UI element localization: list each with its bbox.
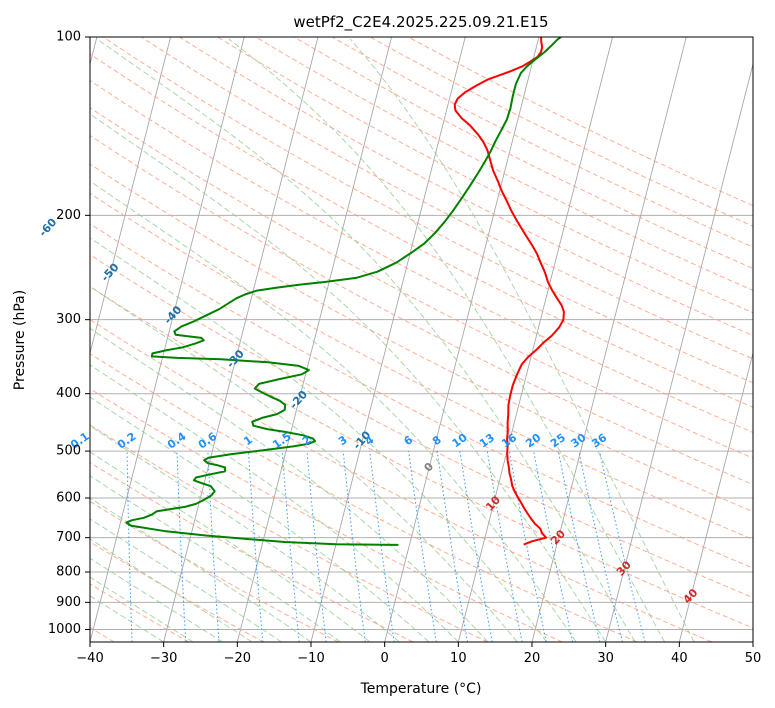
moist-adiabat: [90, 113, 607, 642]
y-tick-label: 500: [56, 444, 81, 459]
mixing-ratio-line: [436, 451, 468, 642]
dewpoint-profile-line: [125, 37, 562, 546]
mixing-ratio-line: [508, 451, 547, 642]
isotherm-gridline: [605, 62, 753, 642]
x-tick-label: 50: [745, 651, 762, 666]
dry-adiabat: [255, 37, 753, 291]
y-tick-label: 1000: [48, 622, 81, 637]
dry-adiabat: [90, 318, 712, 642]
dry-adiabat: [370, 37, 753, 227]
y-tick-label: 400: [56, 386, 81, 401]
dry-adiabat: [90, 286, 753, 629]
x-tick-label: −10: [297, 651, 324, 666]
x-tick-label: 10: [450, 651, 467, 666]
x-tick-label: 30: [597, 651, 614, 666]
mixing-ratio-line: [369, 451, 395, 642]
dry-adiabat: [90, 107, 753, 459]
dry-adiabat: [90, 134, 753, 486]
background-grid: [90, 37, 753, 642]
y-tick-label: 100: [56, 30, 81, 45]
y-tick-label: 600: [56, 491, 81, 506]
moist-adiabat: [90, 180, 577, 642]
mixing-ratio-line: [342, 451, 366, 642]
y-tick-label: 800: [56, 565, 81, 580]
mixing-ratio-line: [486, 451, 523, 642]
y-tick-label: 300: [56, 312, 81, 327]
dry-adiabat: [90, 192, 753, 541]
x-tick-label: 20: [524, 651, 541, 666]
x-axis-label: Temperature (°C): [360, 681, 482, 697]
x-tick-label: 0: [381, 651, 389, 666]
moist-adiabat: [349, 38, 695, 642]
mixing-ratio-line: [599, 450, 646, 642]
isotherm-gridline: [457, 37, 614, 642]
mixing-ratio-line: [533, 451, 574, 642]
y-tick-label: 200: [56, 208, 81, 223]
moist-adiabat: [90, 518, 282, 642]
moist-adiabat: [90, 327, 489, 642]
dry-adiabat: [90, 223, 753, 569]
dry-adiabat: [90, 254, 753, 599]
mixing-ratio-line: [557, 451, 601, 642]
x-tick-label: −30: [150, 651, 177, 666]
moist-adiabat: [90, 451, 371, 642]
moist-adiabat: [228, 38, 666, 642]
temperature-profile-line: [453, 37, 565, 546]
dry-adiabat: [102, 37, 753, 384]
chart-title: wetPf2_C2E4.2025.225.09.21.E15: [293, 13, 548, 32]
dry-adiabat: [408, 37, 753, 207]
profile-lines: [125, 37, 565, 546]
x-tick-label: 40: [671, 651, 688, 666]
moist-adiabat: [90, 237, 548, 642]
moist-adiabat: [90, 497, 312, 642]
y-axis-label: Pressure (hPa): [12, 290, 28, 390]
x-tick-label: −20: [224, 651, 251, 666]
moist-adiabat: [90, 285, 518, 642]
mixing-ratio-line: [408, 451, 437, 642]
isotherm-gridline: [90, 37, 172, 355]
dry-adiabat: [90, 353, 638, 642]
plot-frame: [89, 36, 754, 643]
dry-adiabat: [90, 163, 753, 513]
mixing-ratio-line: [459, 451, 493, 642]
x-tick-label: −40: [76, 651, 103, 666]
mixing-ratio-line: [578, 450, 623, 642]
axes: −40 −30 −20 −10 0 10 20 30 40 50 1000 900 800 700 600 5…: [48, 30, 761, 667]
y-tick-label: 700: [56, 530, 81, 545]
isotherm-gridline: [678, 351, 753, 642]
isotherm-gridline: [90, 37, 245, 642]
dry-adiabat: [90, 500, 339, 642]
y-tick-label: 900: [56, 595, 81, 610]
mixing-ratio-line: [306, 451, 327, 642]
isotherm-gridline: [531, 37, 687, 642]
dry-adiabat: [141, 37, 753, 360]
isotherm-gridline: [384, 37, 540, 642]
dry-adiabat: [217, 37, 753, 314]
isotherm-gridline: [163, 37, 319, 642]
